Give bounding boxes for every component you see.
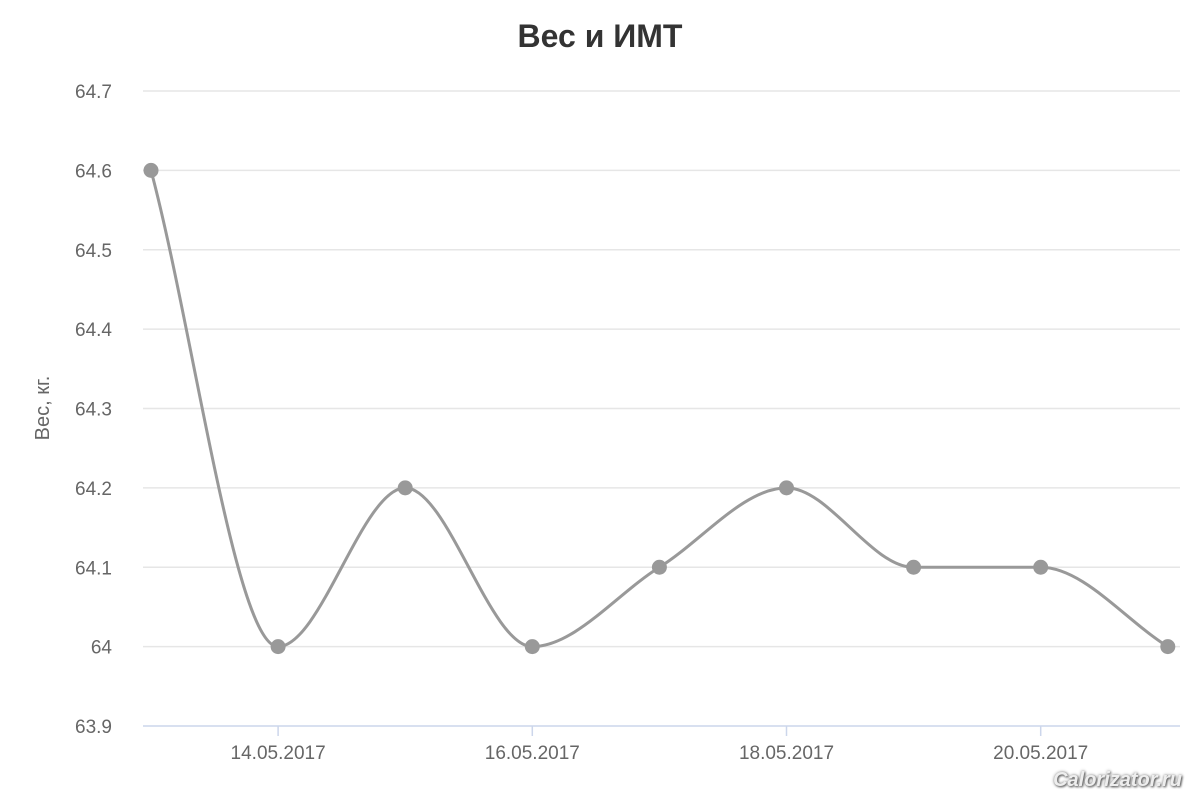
y-tick-label: 64.2 bbox=[75, 479, 112, 500]
data-point[interactable] bbox=[397, 480, 413, 496]
data-point[interactable] bbox=[1160, 639, 1176, 655]
watermark-logo: Calorizator.ru bbox=[1053, 769, 1182, 791]
data-point[interactable] bbox=[143, 162, 159, 178]
x-tick-label: 20.05.2017 bbox=[993, 743, 1088, 764]
data-point[interactable] bbox=[1033, 559, 1049, 575]
data-point[interactable] bbox=[270, 639, 286, 655]
y-tick-label: 64.3 bbox=[75, 400, 112, 421]
chart-title: Вес и ИМТ bbox=[518, 18, 683, 54]
x-tick-label: 14.05.2017 bbox=[231, 743, 326, 764]
y-tick-label: 64.5 bbox=[75, 241, 112, 262]
y-tick-label: 63.9 bbox=[75, 717, 112, 738]
data-point[interactable] bbox=[524, 639, 540, 655]
y-tick-label: 64.6 bbox=[75, 161, 112, 182]
y-tick-label: 64.1 bbox=[75, 558, 112, 579]
data-point[interactable] bbox=[906, 559, 922, 575]
x-tick-label: 18.05.2017 bbox=[739, 743, 834, 764]
data-point[interactable] bbox=[651, 559, 667, 575]
y-tick-label: 64.4 bbox=[75, 320, 112, 341]
y-axis-label: Вес, кг. bbox=[32, 376, 54, 441]
y-tick-label: 64.7 bbox=[75, 82, 112, 103]
y-tick-label: 64 bbox=[91, 638, 113, 659]
x-tick-label: 16.05.2017 bbox=[485, 743, 580, 764]
weight-series-line bbox=[149, 169, 1169, 649]
data-point[interactable] bbox=[779, 480, 794, 496]
